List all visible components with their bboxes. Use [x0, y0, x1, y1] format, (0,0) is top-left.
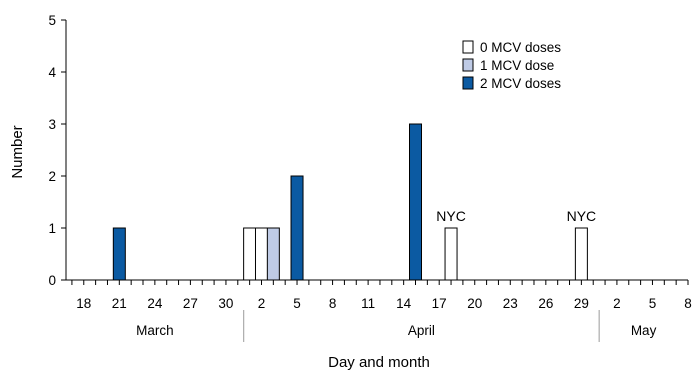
annotation-label: NYC: [436, 208, 466, 224]
x-tick-label: 24: [147, 296, 163, 311]
x-tick-label: 5: [649, 296, 657, 311]
legend-swatch: [462, 40, 474, 54]
y-axis-ticks: 0 1 2 3 4 5: [48, 13, 66, 288]
month-labels: March April May: [136, 310, 657, 342]
legend-label: 1 MCV dose: [480, 58, 554, 73]
legend-label: 0 MCV doses: [480, 40, 561, 55]
bar: [290, 175, 304, 281]
bar: [444, 227, 458, 281]
y-tick-label: 0: [48, 273, 56, 288]
x-tick-label: 23: [503, 296, 518, 311]
y-tick-label: 3: [48, 117, 56, 132]
x-tick-label: 2: [613, 296, 621, 311]
x-tick-label: 11: [361, 296, 375, 311]
x-tick-label: 18: [76, 296, 91, 311]
month-label: April: [408, 323, 435, 338]
x-tick-label: 27: [183, 296, 198, 311]
x-tick-label: 2: [258, 296, 266, 311]
bar: [254, 227, 268, 281]
month-label: May: [631, 323, 657, 338]
bar: [409, 123, 423, 281]
bar: [112, 227, 126, 281]
y-axis-title: Number: [9, 125, 26, 178]
month-label: March: [136, 323, 174, 338]
legend-swatch: [462, 76, 474, 90]
annotations: NYC NYC: [436, 208, 596, 224]
x-tick-label: 26: [538, 296, 553, 311]
y-tick-label: 5: [48, 13, 56, 28]
y-tick-label: 4: [48, 65, 56, 80]
x-axis-ticks: 18 21 24 27 30 2 5 8 11 14 17 20 23 26 29 2 5 8: [71, 280, 692, 311]
legend-swatch: [462, 58, 474, 72]
x-tick-label: 5: [293, 296, 301, 311]
x-tick-label: 8: [684, 296, 692, 311]
x-tick-label: 17: [432, 296, 447, 311]
legend-label: 2 MCV doses: [480, 76, 561, 91]
bar: [243, 227, 257, 281]
x-axis-title: Day and month: [328, 354, 430, 371]
legend: 0 MCV doses 1 MCV dose 2 MCV doses: [462, 40, 561, 91]
y-tick-label: 1: [48, 221, 56, 236]
bar: [266, 227, 280, 281]
x-tick-label: 29: [574, 296, 589, 311]
x-tick-label: 8: [329, 296, 337, 311]
x-tick-label: 30: [218, 296, 233, 311]
x-tick-label: 20: [467, 296, 482, 311]
y-tick-label: 2: [48, 169, 56, 184]
annotation-label: NYC: [567, 208, 597, 224]
bar: [574, 227, 588, 281]
x-tick-label: 14: [396, 296, 412, 311]
x-tick-label: 21: [112, 296, 127, 311]
bars: [112, 123, 588, 281]
